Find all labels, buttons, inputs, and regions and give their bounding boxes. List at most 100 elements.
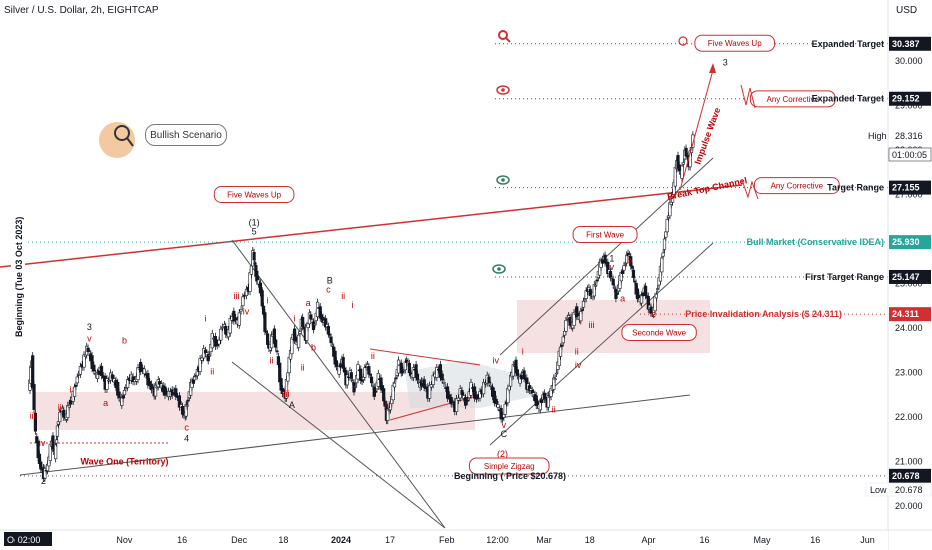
candle-body [77, 373, 81, 376]
wave-label: iii [385, 400, 391, 410]
candle-body [126, 379, 130, 388]
candle-body [287, 357, 291, 374]
price-tick-label: 23.000 [895, 368, 923, 378]
annotation-text: Five Waves Up [708, 39, 762, 48]
avatar-icon [99, 122, 135, 158]
candle-body [56, 421, 60, 425]
candle-body [174, 388, 178, 397]
wave-label: ii [210, 367, 214, 377]
candle-body [407, 363, 411, 374]
candle-body [368, 373, 372, 376]
candle-body [361, 376, 366, 380]
candle-body [139, 361, 143, 372]
annotation-bubble [213, 186, 295, 203]
low-box [865, 482, 932, 497]
wave-label: a [306, 298, 311, 308]
wave-label: i [522, 347, 524, 357]
time-tick-label: Mar [536, 535, 552, 545]
candle-body [74, 384, 78, 387]
annotation-text: Seconde Wave [632, 328, 687, 337]
wave-label: B [327, 276, 333, 286]
candle-body [481, 381, 486, 395]
candle-body [396, 359, 401, 374]
candle-body [158, 381, 162, 385]
candle-body [656, 288, 660, 290]
currency-label[interactable]: USD [896, 5, 918, 16]
chart-title: Silver / U.S. Dollar, 2h, EIGHTCAP [4, 5, 159, 16]
wave-label: iii [284, 389, 290, 399]
candle-body [228, 318, 232, 334]
annotation-text: First Wave [586, 231, 624, 240]
time-tick-label: 17 [385, 535, 395, 545]
time-tick-label: 17 [42, 535, 52, 545]
candle-body [294, 336, 298, 342]
annotation-bubble [753, 177, 840, 195]
downtrend-line-2 [231, 361, 446, 529]
candle-body [329, 336, 333, 344]
candle-body [301, 317, 305, 328]
impulse-wave-label: Impulse Wave [692, 106, 722, 166]
price-tick-label: 20.000 [895, 501, 923, 511]
wave-label: 2 [41, 476, 46, 486]
candle-body [622, 265, 626, 271]
candle-body [260, 290, 264, 307]
bullish-scenario-text: Bullish Scenario [150, 129, 222, 141]
candle-body [142, 368, 146, 375]
low-label: Low [870, 485, 887, 495]
candle-body [595, 279, 599, 282]
candle-body [483, 382, 488, 385]
wave-label: iv [39, 438, 46, 448]
downtrend-line-1 [231, 239, 446, 529]
wave-label: b [122, 336, 127, 346]
candle-body [496, 404, 500, 408]
candle-body [594, 284, 598, 287]
candle-body [592, 284, 596, 297]
candle-body [560, 344, 564, 347]
high-value: 28.316 [895, 131, 923, 141]
candle-body [487, 376, 491, 384]
candle-body [664, 231, 668, 238]
wave-label: iii [30, 411, 36, 421]
candle-body [198, 358, 202, 372]
candle-body [665, 219, 669, 233]
annotation-text: Any Corrective [771, 182, 824, 191]
candle-body [371, 384, 375, 387]
wave-label: v [502, 420, 507, 430]
candle-body [249, 265, 254, 275]
candle-body [584, 290, 588, 299]
candle-body [110, 374, 114, 379]
price-tag [889, 36, 931, 51]
countdown-box [888, 147, 932, 162]
candle-body [274, 339, 278, 348]
candle-body [32, 384, 36, 410]
candle-body [244, 288, 249, 296]
price-tick-label: 22.000 [895, 412, 923, 422]
time-tick-label: 18 [278, 535, 288, 545]
price-tag-value: 30.387 [892, 39, 920, 49]
candle-body [422, 379, 426, 388]
candle-body [462, 395, 466, 399]
level-label-3: Target Range [827, 183, 884, 193]
candle-body [363, 367, 367, 378]
impulse-projection [679, 69, 714, 191]
wave-label: 3 [723, 57, 728, 67]
candle-body [440, 373, 444, 381]
time-tag [14, 532, 51, 546]
candle-body [297, 334, 301, 348]
candle-body [502, 414, 506, 418]
wave-label: (2) [497, 449, 508, 459]
wave-label: i [294, 313, 296, 323]
candle-body [86, 347, 90, 353]
candle-body [248, 272, 252, 292]
candle-body [275, 350, 279, 353]
time-tick-label: 16 [700, 535, 710, 545]
candle-body [217, 339, 221, 345]
candle-body [219, 328, 223, 341]
eye-icon-pupil [501, 88, 505, 92]
level-label-5: First Target Range [805, 272, 884, 282]
candle-body [503, 403, 507, 415]
candle-body [252, 252, 256, 261]
price-tag [889, 468, 931, 483]
time-tick-label: Jun [860, 535, 875, 545]
